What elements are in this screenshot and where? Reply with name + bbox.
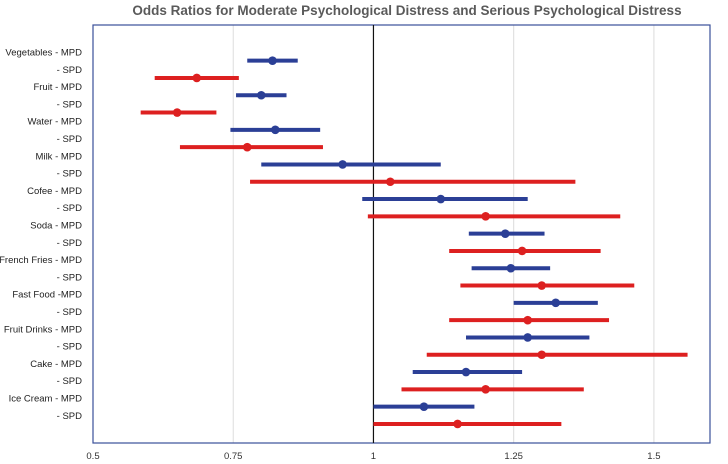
ci-mark-mpd: [367, 212, 621, 221]
odds-ratio-point-mpd: [481, 385, 490, 394]
ci-mark-spd: [468, 229, 545, 238]
category-label: - SPD: [57, 238, 82, 249]
odds-ratio-point-spd: [500, 229, 510, 238]
odds-ratio-point-spd: [436, 194, 446, 204]
x-tick-label: 1.5: [647, 451, 660, 462]
category-label: - SPD: [57, 169, 82, 180]
ci-mark-mpd: [449, 315, 610, 325]
chart-title: Odds Ratios for Moderate Psychological D…: [132, 3, 681, 18]
x-tick-label: 1.25: [504, 451, 523, 462]
odds-ratio-point-spd: [506, 263, 516, 273]
odds-ratio-point-mpd: [242, 142, 252, 152]
category-label: - SPD: [57, 376, 82, 387]
category-label: - SPD: [57, 342, 82, 353]
category-label: Ice Cream - MPD: [9, 394, 83, 405]
ci-mark-mpd: [460, 281, 635, 290]
error-bar-marks: [140, 56, 688, 429]
odds-ratio-point-spd: [461, 367, 471, 377]
category-label: - SPD: [57, 272, 82, 283]
odds-ratio-point-spd: [551, 298, 561, 308]
category-label: French Fries - MPD: [0, 255, 82, 266]
odds-ratio-point-mpd: [172, 108, 182, 117]
category-label: Vegetables - MPD: [5, 48, 82, 59]
ci-mark-spd: [412, 367, 523, 377]
category-label: - SPD: [57, 99, 82, 110]
category-label: Cofee - MPD: [27, 186, 82, 197]
category-label: Milk - MPD: [36, 151, 83, 162]
odds-ratio-point-spd: [270, 125, 280, 135]
plot-area-frame: [92, 24, 711, 444]
odds-ratio-point-mpd: [517, 246, 527, 256]
ci-mark-mpd: [449, 246, 601, 256]
ci-mark-spd: [236, 90, 287, 100]
ci-mark-spd: [373, 402, 475, 411]
category-label: Fruit - MPD: [33, 82, 82, 93]
ci-mark-spd: [247, 56, 298, 65]
odds-ratio-point-mpd: [537, 350, 547, 360]
odds-ratio-point-mpd: [385, 177, 395, 187]
ci-mark-spd: [362, 194, 528, 204]
ci-mark-spd: [230, 125, 321, 135]
ci-mark-mpd: [373, 419, 562, 429]
ci-mark-mpd: [140, 108, 217, 117]
ci-mark-spd: [513, 298, 598, 308]
ci-mark-mpd: [426, 350, 688, 360]
odds-ratio-point-spd: [338, 160, 347, 169]
odds-ratio-point-spd: [256, 90, 266, 100]
ci-mark-spd: [466, 333, 590, 342]
odds-ratio-point-mpd: [523, 315, 533, 325]
category-label: - SPD: [57, 203, 82, 214]
category-label: Cake - MPD: [30, 359, 82, 370]
ci-mark-mpd: [154, 73, 239, 83]
category-label: Water - MPD: [27, 117, 82, 128]
category-label: - SPD: [57, 134, 82, 145]
category-label: - SPD: [57, 307, 82, 318]
category-label: Fast Food -MPD: [12, 290, 82, 301]
ci-mark-spd: [471, 263, 551, 273]
ci-mark-spd: [261, 160, 441, 169]
odds-ratio-point-mpd: [192, 73, 202, 83]
ci-mark-mpd: [401, 385, 584, 394]
odds-ratio-point-mpd: [537, 281, 547, 290]
x-tick-label: 0.5: [86, 451, 99, 462]
ci-mark-mpd: [179, 142, 323, 152]
category-label: Fruit Drinks - MPD: [4, 324, 82, 335]
category-label: Soda - MPD: [30, 221, 82, 232]
odds-ratio-point-mpd: [453, 419, 462, 429]
category-label: - SPD: [57, 65, 82, 76]
ci-mark-mpd: [250, 177, 576, 187]
x-axis-tick-labels: 0.5 0.75 1 1.25 1.5: [86, 451, 660, 462]
odds-ratio-point-spd: [268, 56, 277, 65]
odds-ratio-point-spd: [523, 333, 533, 342]
odds-ratio-point-spd: [419, 402, 429, 411]
x-tick-label: 0.75: [224, 451, 243, 462]
odds-ratio-point-mpd: [481, 212, 490, 221]
category-label: - SPD: [57, 411, 82, 422]
category-labels: Vegetables - MPD - SPD Fruit - MPD - SPD Wat…: [0, 48, 82, 422]
x-tick-label: 1: [371, 451, 376, 462]
